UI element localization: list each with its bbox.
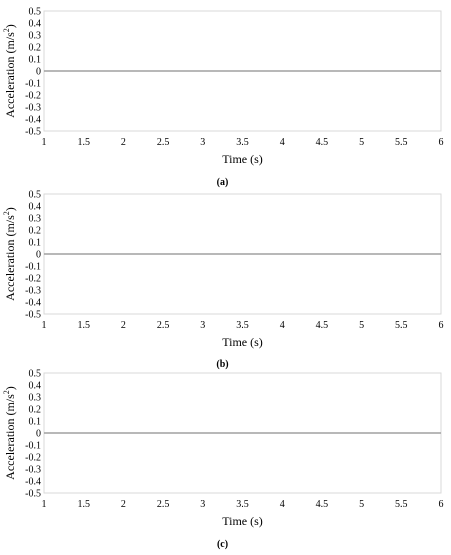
x-tick-label: 1.5 (77, 137, 90, 148)
x-tick-label: 1 (42, 499, 47, 510)
y-tick-label: 0.5 (29, 369, 42, 380)
y-tick-label: -0.2 (25, 274, 41, 285)
x-tick-label: 3 (200, 499, 205, 510)
x-tick-label: 4.5 (316, 499, 329, 510)
y-tick-label: -0.4 (25, 298, 41, 309)
x-tick-label: 2.5 (157, 499, 170, 510)
x-tick-label: 2 (121, 499, 126, 510)
x-axis-label: Time (s) (222, 335, 263, 349)
y-tick-label: -0.2 (25, 453, 41, 464)
y-axis-label-close: ) (3, 386, 17, 390)
x-tick-label: 6 (439, 499, 444, 510)
y-axis-label-superscript: 2 (2, 211, 11, 215)
x-tick-label: 2.5 (157, 137, 170, 148)
y-tick-label: 0.2 (29, 226, 42, 237)
chart-panel-c: 0.50.40.30.20.10-0.1-0.2-0.3-0.4-0.51 1.5… (2, 369, 444, 551)
x-tick-label: 1.5 (77, 499, 90, 510)
x-axis-label: Time (s) (222, 152, 263, 166)
y-axis-label-superscript: 2 (2, 28, 11, 32)
x-tick-label: 5 (359, 499, 364, 510)
x-tick-label: 2 (121, 137, 126, 148)
x-tick-label: 5 (359, 320, 364, 331)
y-axis-label-text: Acceleration (m/s (3, 215, 17, 301)
y-tick-label: 0.1 (29, 417, 42, 428)
y-tick-label: 0.4 (29, 19, 42, 30)
y-tick-label: -0.1 (25, 79, 41, 90)
chart-panel-a: 0.50.40.30.20.10-0.1-0.2-0.3-0.4-0.51 1.5… (2, 7, 444, 189)
y-tick-label: -0.5 (25, 127, 41, 138)
x-tick-label: 1.5 (77, 320, 90, 331)
y-axis-label: Acceleration (m/s2) (2, 386, 17, 480)
x-tick-label: 4 (280, 137, 285, 148)
y-axis-label: Acceleration (m/s2) (2, 24, 17, 118)
y-tick-label: 0 (36, 429, 41, 440)
y-tick-label: 0.5 (29, 190, 42, 201)
y-tick-label: -0.3 (25, 103, 41, 114)
y-tick-label: -0.1 (25, 262, 41, 273)
x-tick-label: 5.5 (395, 320, 408, 331)
chart-panel-b: 0.50.40.30.20.10-0.1-0.2-0.3-0.4-0.51 1.5… (2, 190, 444, 371)
x-axis-label: Time (s) (222, 514, 263, 528)
x-tick-label: 6 (439, 137, 444, 148)
y-tick-label: -0.5 (25, 489, 41, 500)
y-axis-label-close: ) (3, 207, 17, 211)
panel-caption: (c) (217, 539, 228, 550)
y-tick-label: 0 (36, 67, 41, 78)
y-tick-label: 0.3 (29, 31, 42, 42)
y-tick-label: 0.4 (29, 381, 42, 392)
x-tick-label: 2.5 (157, 320, 170, 331)
x-tick-label: 3.5 (236, 499, 249, 510)
y-tick-label: 0.3 (29, 393, 42, 404)
x-tick-label: 1 (42, 137, 47, 148)
x-tick-label: 5 (359, 137, 364, 148)
y-tick-label: -0.4 (25, 477, 41, 488)
x-tick-label: 3 (200, 137, 205, 148)
y-tick-label: 0.1 (29, 238, 42, 249)
y-tick-label: 0.5 (29, 7, 42, 18)
y-axis-label-close: ) (3, 24, 17, 28)
panel-caption: (a) (217, 177, 229, 188)
x-tick-label: 3 (200, 320, 205, 331)
x-tick-label: 1 (42, 320, 47, 331)
y-tick-label: 0.4 (29, 202, 42, 213)
x-tick-label: 2 (121, 320, 126, 331)
y-tick-label: 0.2 (29, 405, 42, 416)
x-tick-label: 3.5 (236, 320, 249, 331)
panel-caption: (b) (216, 359, 228, 370)
x-tick-label: 5.5 (395, 137, 408, 148)
y-tick-label: 0 (36, 250, 41, 261)
x-tick-label: 4.5 (316, 137, 329, 148)
y-axis-label-superscript: 2 (2, 390, 11, 394)
y-tick-label: -0.1 (25, 441, 41, 452)
x-tick-label: 6 (439, 320, 444, 331)
y-tick-label: -0.4 (25, 115, 41, 126)
y-axis-label-text: Acceleration (m/s (3, 32, 17, 118)
x-tick-label: 4 (280, 320, 285, 331)
y-tick-label: -0.2 (25, 91, 41, 102)
x-tick-label: 4.5 (316, 320, 329, 331)
x-tick-label: 5.5 (395, 499, 408, 510)
y-tick-label: -0.5 (25, 310, 41, 321)
y-tick-label: -0.3 (25, 286, 41, 297)
y-axis-label-text: Acceleration (m/s (3, 394, 17, 480)
x-tick-label: 3.5 (236, 137, 249, 148)
x-tick-label: 4 (280, 499, 285, 510)
y-tick-label: 0.2 (29, 43, 42, 54)
y-axis-label: Acceleration (m/s2) (2, 207, 17, 301)
y-tick-label: -0.3 (25, 465, 41, 476)
y-tick-label: 0.1 (29, 55, 42, 66)
y-tick-label: 0.3 (29, 214, 42, 225)
